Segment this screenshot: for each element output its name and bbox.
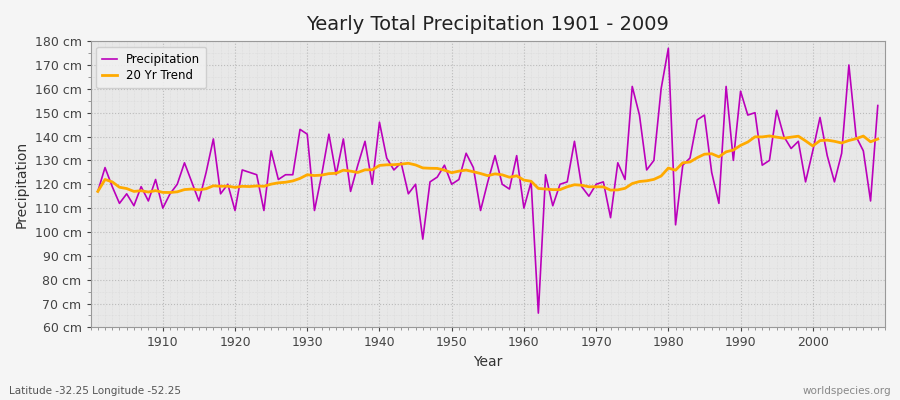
Text: Latitude -32.25 Longitude -52.25: Latitude -32.25 Longitude -52.25 <box>9 386 181 396</box>
20 Yr Trend <box>526 179 536 184</box>
20 Yr Trend <box>93 189 104 194</box>
Precipitation <box>663 46 674 51</box>
Precipitation <box>309 208 320 213</box>
Line: Precipitation: Precipitation <box>98 48 878 313</box>
Precipitation <box>353 163 364 168</box>
20 Yr Trend <box>316 173 327 178</box>
Precipitation <box>511 153 522 158</box>
20 Yr Trend <box>612 188 623 192</box>
Title: Yearly Total Precipitation 1901 - 2009: Yearly Total Precipitation 1901 - 2009 <box>306 15 670 34</box>
Precipitation <box>150 177 161 182</box>
X-axis label: Year: Year <box>473 355 502 369</box>
Precipitation <box>518 206 529 210</box>
Line: 20 Yr Trend: 20 Yr Trend <box>98 136 878 192</box>
Y-axis label: Precipitation: Precipitation <box>15 141 29 228</box>
Text: worldspecies.org: worldspecies.org <box>803 386 891 396</box>
20 Yr Trend <box>150 188 161 193</box>
Precipitation <box>612 160 623 165</box>
20 Yr Trend <box>872 137 883 142</box>
Legend: Precipitation, 20 Yr Trend: Precipitation, 20 Yr Trend <box>96 47 206 88</box>
20 Yr Trend <box>165 190 176 195</box>
20 Yr Trend <box>764 134 775 138</box>
Precipitation <box>533 311 544 316</box>
Precipitation <box>93 189 104 194</box>
20 Yr Trend <box>518 178 529 182</box>
20 Yr Trend <box>360 168 371 172</box>
Precipitation <box>872 103 883 108</box>
